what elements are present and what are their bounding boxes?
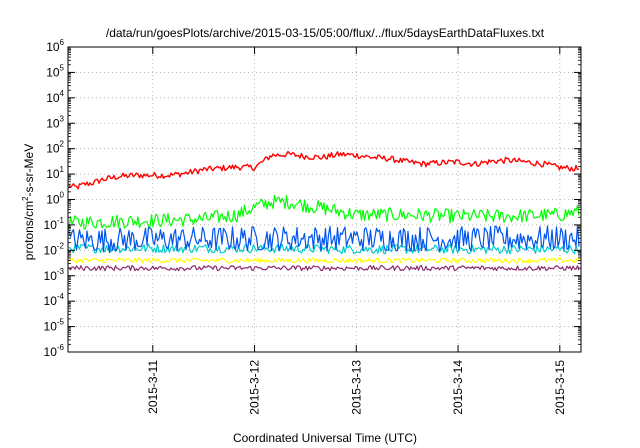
- y-tick-label: 104: [46, 89, 64, 105]
- x-tick-label: 2015-3-13: [349, 360, 363, 415]
- y-tick-label: 10-6: [44, 343, 65, 359]
- y-tick-label: 10-3: [44, 267, 65, 283]
- x-axis-title: Coordinated Universal Time (UTC): [233, 431, 417, 445]
- x-tick-label: 2015-3-11: [146, 360, 160, 414]
- axis-ticks: 10-6 10-5 10-4 10-3 10-2 10-1 100 101 102 103 104 1…: [44, 38, 581, 415]
- y-axis-title-sup: 2: [21, 196, 30, 201]
- series-line-6: [68, 265, 580, 272]
- series-line-3: [68, 243, 580, 255]
- x-tick-label: 2015-3-15: [553, 360, 567, 415]
- grid: [68, 47, 581, 352]
- y-axis-title-rest: -s-sr-MeV: [22, 144, 36, 197]
- series-group: [68, 150, 580, 272]
- y-axis-title-base: protons/cm: [22, 201, 36, 260]
- y-tick-label: 102: [46, 140, 64, 156]
- y-tick-label: 101: [46, 165, 64, 181]
- series-line-2: [68, 194, 580, 230]
- y-tick-label: 10-2: [44, 241, 65, 257]
- y-tick-label: 10-5: [44, 318, 65, 334]
- x-tick-label: 2015-3-12: [248, 360, 262, 415]
- series-line-4: [68, 224, 580, 254]
- series-line-5: [68, 257, 580, 264]
- y-tick-label: 103: [46, 114, 64, 130]
- y-tick-label: 10-4: [44, 292, 65, 308]
- series-line-1: [68, 150, 580, 190]
- y-tick-label: 105: [46, 63, 64, 79]
- chart-title: /data/run/goesPlots/archive/2015-03-15/0…: [106, 26, 545, 40]
- y-tick-label: 106: [46, 38, 64, 54]
- y-tick-label: 10-1: [44, 216, 65, 232]
- y-tick-label: 100: [46, 191, 64, 207]
- y-axis-title: protons/cm2-s-sr-MeV: [21, 144, 36, 260]
- x-tick-label: 2015-3-14: [451, 360, 465, 415]
